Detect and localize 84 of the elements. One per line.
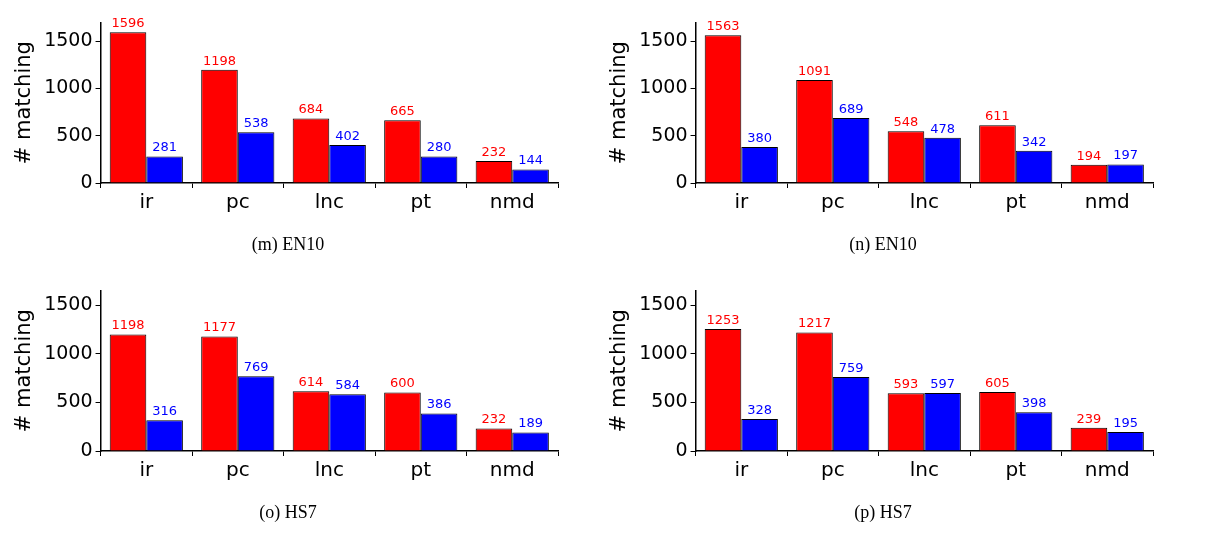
x-tick-label: lnc (314, 189, 344, 214)
y-tick-label: 500 (56, 389, 93, 412)
x-tick-label: pc (225, 189, 250, 214)
data-label: 538 (243, 115, 269, 131)
y-axis-title: # matching (606, 41, 631, 165)
data-label: 605 (985, 374, 1010, 390)
data-label: 548 (893, 114, 919, 130)
data-label: 386 (426, 396, 452, 412)
y-tick-label: 0 (80, 169, 93, 192)
data-label: 232 (481, 411, 507, 427)
y-tick-label: 500 (651, 389, 688, 412)
x-tick-label: pt (1005, 457, 1027, 482)
x-tick-label: pt (1005, 189, 1027, 214)
y-tick-label: 500 (56, 122, 93, 145)
data-label: 1217 (797, 315, 832, 331)
y-tick-label: 1500 (639, 28, 688, 51)
data-label: 194 (1076, 147, 1102, 163)
y-axis-title: # matching (606, 309, 631, 433)
x-tick-label: nmd (1084, 189, 1130, 214)
data-label: 759 (838, 360, 864, 375)
data-label: 402 (335, 127, 360, 143)
x-tick-label: ir (734, 189, 749, 214)
data-label: 197 (1113, 147, 1138, 163)
x-tick-label: ir (139, 189, 154, 214)
data-label: 593 (893, 376, 919, 392)
x-tick-label: lnc (314, 457, 344, 482)
data-label: 1253 (706, 311, 740, 327)
data-label: 232 (481, 143, 507, 159)
y-tick-label: 1000 (44, 340, 93, 363)
y-tick-label: 0 (675, 169, 688, 192)
data-label: 600 (390, 375, 415, 391)
data-label: 328 (747, 401, 773, 417)
data-label: 584 (335, 377, 360, 393)
data-label: 281 (152, 139, 178, 155)
x-tick-label: pc (820, 189, 845, 214)
data-label: 1177 (202, 319, 237, 335)
data-label: 614 (298, 374, 324, 390)
data-label: 684 (298, 101, 324, 117)
y-tick-label: 0 (675, 437, 688, 460)
x-tick-label: ir (734, 457, 749, 482)
text: (n) EN10 (848, 234, 918, 255)
text: (p) HS7 (853, 502, 913, 523)
y-tick-label: 500 (651, 122, 688, 145)
data-label: 478 (930, 120, 955, 136)
y-tick-label: 1000 (639, 340, 688, 363)
data-label: 380 (747, 129, 773, 145)
text: (o) HS7 (258, 502, 318, 523)
x-tick-label: nmd (489, 457, 535, 482)
y-tick-label: 1000 (44, 75, 93, 98)
y-tick-label: 1000 (639, 75, 688, 98)
data-label: 769 (243, 359, 269, 375)
x-tick-label: nmd (489, 189, 535, 214)
data-label: 611 (985, 108, 1010, 124)
text: (m) EN10 (250, 234, 326, 255)
x-tick-label: pt (410, 457, 432, 482)
y-axis-title: # matching (11, 309, 36, 433)
x-tick-label: nmd (1084, 457, 1130, 482)
data-label: 144 (518, 152, 543, 168)
y-tick-label: 1500 (639, 291, 688, 314)
x-tick-label: lnc (909, 457, 939, 482)
data-label: 316 (152, 403, 178, 419)
x-tick-label: ir (139, 457, 154, 482)
data-label: 239 (1076, 410, 1102, 426)
data-label: 195 (1113, 414, 1138, 430)
x-tick-label: pc (225, 457, 250, 482)
data-label: 189 (518, 415, 543, 431)
data-label: 1198 (202, 52, 237, 68)
data-label: 1198 (111, 317, 145, 333)
x-tick-label: pt (410, 189, 432, 214)
data-label: 1596 (111, 15, 145, 31)
y-tick-label: 1500 (44, 28, 93, 51)
data-label: 689 (838, 100, 864, 116)
data-label: 665 (390, 103, 415, 119)
data-label: 280 (426, 139, 452, 155)
data-label: 342 (1021, 133, 1047, 149)
data-label: 1563 (706, 18, 740, 34)
data-label: 398 (1021, 395, 1047, 411)
x-tick-label: pc (820, 457, 845, 482)
data-label: 1091 (797, 62, 832, 78)
data-label: 597 (930, 375, 955, 391)
x-tick-label: lnc (909, 189, 939, 214)
y-tick-label: 1500 (44, 291, 93, 314)
y-axis-title: # matching (11, 41, 36, 165)
y-tick-label: 0 (80, 437, 93, 460)
